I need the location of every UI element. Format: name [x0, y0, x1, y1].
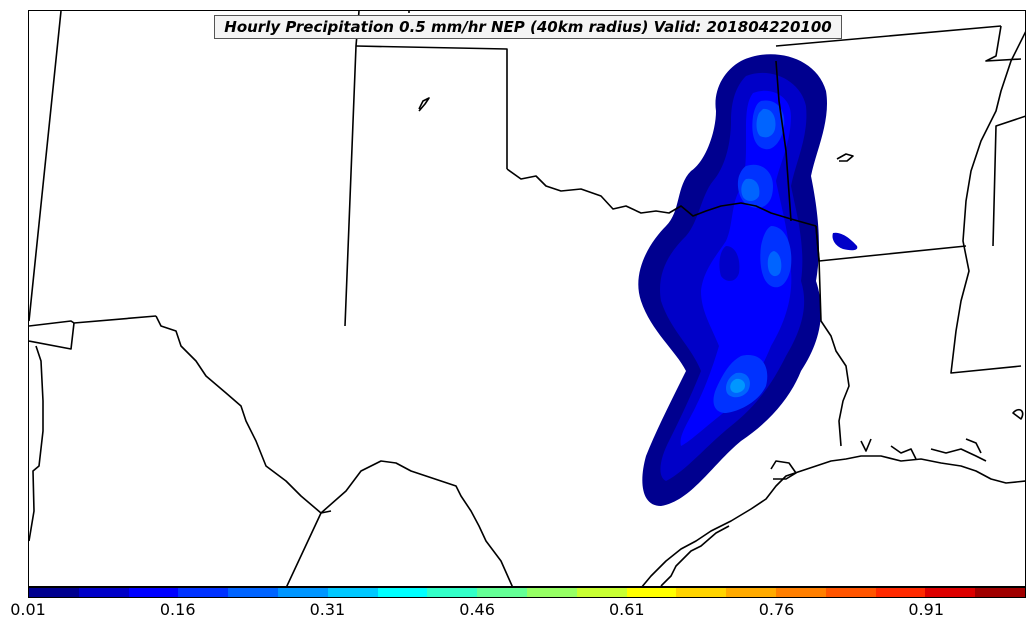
- colorbar-segment: [327, 588, 378, 597]
- map-title: Hourly Precipitation 0.5 mm/hr NEP (40km…: [214, 15, 842, 39]
- border-mo-ar: [775, 25, 1002, 47]
- colorbar-segment: [576, 588, 627, 597]
- colorbar-segment: [78, 588, 129, 597]
- colorbar-tick-labels: 0.01 0.16 0.31 0.46 0.61 0.76 0.91: [0, 600, 1036, 630]
- coastline-tx: [641, 455, 1025, 586]
- border-red-river: [506, 168, 817, 227]
- colorbar-segment: [377, 588, 428, 597]
- map-panel: [28, 10, 1026, 587]
- colorbar-segment: [626, 588, 677, 597]
- border-nm-east: [344, 11, 360, 327]
- colorbar-segment: [875, 588, 926, 597]
- border-nm-south: [29, 315, 157, 327]
- colorbar-segment: [975, 588, 1025, 597]
- coast-islands: [1012, 408, 1024, 420]
- lake-ok: [418, 97, 430, 112]
- border-ok-ar: [775, 60, 792, 222]
- colorbar-segment: [726, 588, 776, 597]
- coastline-tx-south: [660, 525, 730, 586]
- border-mx-west: [29, 345, 44, 542]
- state-borders: [29, 11, 1025, 586]
- precip-contour-0.16: [713, 100, 792, 413]
- border-ms-al: [992, 115, 1025, 247]
- colorbar: [28, 587, 1026, 598]
- coastline-la-marsh: [860, 438, 987, 462]
- colorbar-segment: [477, 588, 527, 597]
- border-tx-la: [815, 225, 850, 447]
- colorbar-tick-label: 0.16: [159, 600, 196, 619]
- colorbar-tick-label: 0.91: [908, 600, 944, 619]
- border-mississippi: [950, 31, 1025, 374]
- coastline-galveston: [770, 460, 797, 480]
- border-nm-south2: [29, 322, 75, 350]
- colorbar-segment: [228, 588, 278, 597]
- colorbar-segment: [427, 588, 478, 597]
- border-rio-grande: [286, 460, 513, 586]
- lake-ar: [836, 153, 854, 162]
- colorbar-tick-label: 0.76: [758, 600, 795, 619]
- colorbar-segment: [825, 588, 876, 597]
- border-tn-ms: [985, 25, 1022, 62]
- colorbar-segment: [29, 588, 79, 597]
- colorbar-segment: [676, 588, 727, 597]
- precip-contour-dark-pocket: [719, 246, 740, 281]
- colorbar-segment: [925, 588, 976, 597]
- precip-contour-0.26: [730, 378, 746, 393]
- colorbar-tick-label: 0.46: [459, 600, 495, 619]
- colorbar-tick-label: 0.31: [309, 600, 346, 619]
- precip-contour-small-cell: [832, 232, 858, 251]
- colorbar-segment: [775, 588, 826, 597]
- colorbar-segment: [526, 588, 577, 597]
- colorbar-segment: [178, 588, 229, 597]
- colorbar-segment: [277, 588, 328, 597]
- border-tx-panhandle-top: [355, 45, 508, 169]
- colorbar-tick-label: 0.01: [10, 600, 46, 619]
- border-tx-west: [155, 315, 332, 514]
- map-canvas: [29, 11, 1025, 586]
- border-west-diagonal: [29, 11, 62, 322]
- colorbar-segment: [128, 588, 179, 597]
- precipitation-contours: [638, 54, 858, 506]
- colorbar-tick-label: 0.61: [608, 600, 645, 619]
